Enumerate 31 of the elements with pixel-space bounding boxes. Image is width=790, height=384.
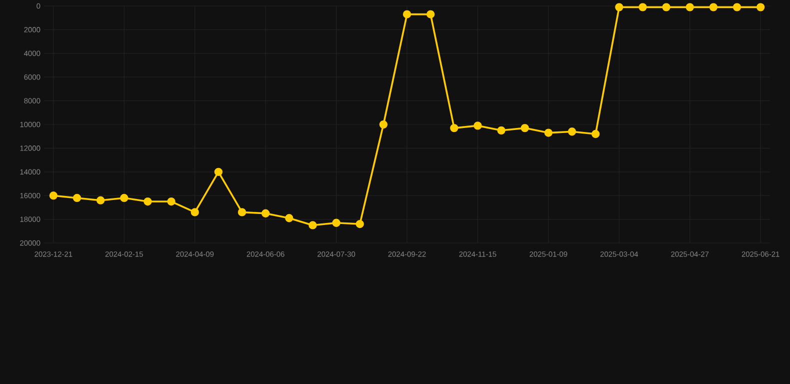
point — [72, 194, 82, 202]
point — [356, 220, 364, 228]
point — [308, 221, 317, 230]
point — [474, 122, 482, 130]
point — [144, 197, 152, 206]
point — [238, 208, 246, 216]
point — [568, 128, 576, 136]
point — [426, 10, 435, 18]
point — [662, 3, 670, 12]
point — [450, 124, 458, 132]
point — [709, 3, 718, 12]
point — [544, 128, 553, 137]
point — [402, 10, 412, 18]
point — [96, 196, 105, 204]
point — [332, 218, 340, 227]
point — [190, 208, 199, 216]
point — [120, 194, 128, 202]
point — [285, 214, 294, 222]
point — [497, 126, 506, 135]
point — [732, 3, 742, 12]
point — [167, 197, 176, 206]
point — [686, 3, 694, 12]
point — [638, 3, 647, 12]
point — [615, 3, 624, 12]
point — [591, 130, 600, 138]
point — [756, 3, 765, 12]
point — [261, 209, 270, 218]
point — [520, 124, 529, 132]
point — [214, 168, 223, 176]
point — [49, 192, 58, 200]
point — [379, 120, 388, 129]
